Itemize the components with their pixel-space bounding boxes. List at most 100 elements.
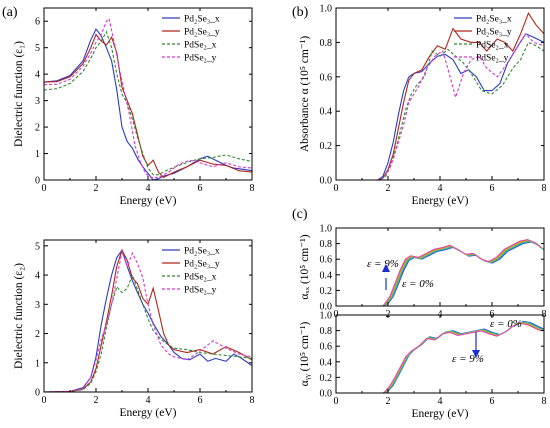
x-axis-label: Energy (eV) <box>412 195 469 207</box>
y-tick-label: 0.4 <box>320 107 333 118</box>
axes-frame <box>335 7 545 181</box>
annotation-c1-top: ε = 9% <box>367 258 399 270</box>
x-tick-label: 0 <box>42 395 47 406</box>
y-tick-label: 0.6 <box>320 72 333 83</box>
strain-curve-9 <box>336 322 542 393</box>
strain-curve-8 <box>336 322 542 393</box>
y-tick-label: 1 <box>35 358 40 369</box>
y-tick-label: 0.0 <box>320 176 333 187</box>
strain-curve-5 <box>336 321 543 393</box>
x-tick-label: 0 <box>334 396 339 407</box>
x-tick-label: 8 <box>250 183 255 194</box>
y-tick-label: 4 <box>35 271 40 282</box>
axes-frame <box>43 239 253 393</box>
series-line-1 <box>336 33 544 180</box>
panel-label-b: (b) <box>292 5 309 20</box>
strain-curve-3 <box>336 321 544 393</box>
y-tick-label: 0 <box>35 176 40 187</box>
series-line-3 <box>44 30 252 176</box>
legend-entry: Pd₂Se₃_x <box>184 15 220 25</box>
strain-curve-7 <box>336 322 543 393</box>
panel-label-a: (a) <box>2 5 18 20</box>
legend-entry: Pd₂Se₃_y <box>184 260 220 270</box>
series-line-3 <box>336 41 544 180</box>
y-tick-label: 2 <box>35 123 40 134</box>
strain-curve-2 <box>336 241 544 306</box>
series-line-2 <box>336 11 544 180</box>
x-tick-label: 8 <box>250 395 255 406</box>
y-tick-label: 3 <box>35 96 40 107</box>
y-axis-label: Dielectric function (ε₁) <box>13 41 25 147</box>
legend-entry: PdSe₂_y <box>476 54 509 64</box>
series-line-2 <box>44 248 252 392</box>
x-tick-label: 0 <box>42 183 47 194</box>
strain-curve-10 <box>336 322 542 393</box>
y-tick-label: 0.6 <box>320 255 333 266</box>
y-tick-label: 1.0 <box>320 311 333 322</box>
x-axis-label: Energy (eV) <box>120 407 177 419</box>
x-axis-label: Energy (eV) <box>412 408 469 420</box>
series-line-4 <box>336 32 544 180</box>
y-tick-label: 0.6 <box>320 342 333 353</box>
y-tick-label: 0 <box>35 388 40 399</box>
y-tick-label: 1.0 <box>320 4 333 15</box>
x-tick-label: 6 <box>490 183 495 194</box>
plot-a-top: 0 2 4 6 8 0 1 2 3 4 5 6 Energy (eV) Dielectric functi… <box>13 7 255 207</box>
y-tick-label: 4 <box>35 70 40 81</box>
plot-b: 0 2 4 6 8 0.0 0.2 0.4 0.6 0.8 1.0 Energy (eV) Absorb… <box>299 4 547 208</box>
legend-entry: Pd₂Se₃_y <box>476 28 512 38</box>
x-tick-label: 6 <box>490 396 495 407</box>
strain-curve-2 <box>336 321 544 393</box>
y-tick-label: 6 <box>35 17 40 28</box>
x-tick-label: 2 <box>386 183 391 194</box>
y-tick-label: 0.4 <box>320 270 333 281</box>
legend-entry: PdSe₂_y <box>184 286 217 296</box>
x-tick-label: 8 <box>542 183 547 194</box>
strain-curve-1 <box>336 320 544 393</box>
y-tick-label: 0.4 <box>320 357 333 368</box>
legend-entry: Pd₂Se₃_x <box>184 247 220 257</box>
legend-entry: Pd₂Se₃_y <box>184 28 220 38</box>
legend-entry: PdSe₂_x <box>184 273 217 283</box>
x-tick-label: 4 <box>438 183 443 194</box>
series-line-4 <box>44 17 252 178</box>
y-tick-label: 0.8 <box>320 38 333 49</box>
strain-curve-6 <box>336 321 543 393</box>
x-tick-label: 6 <box>198 183 203 194</box>
series-line-1 <box>44 248 252 392</box>
axes-frame <box>43 7 253 181</box>
y-tick-label: 0.8 <box>320 326 333 337</box>
y-tick-label: 0.2 <box>320 373 333 384</box>
x-tick-label: 4 <box>438 396 443 407</box>
x-axis-label: Energy (eV) <box>120 195 177 207</box>
y-tick-label: 0.0 <box>320 302 333 313</box>
annotation-c2-bottom: ε = 9% <box>452 353 484 365</box>
y-tick-label: 1 <box>35 149 40 160</box>
series-line-2 <box>44 33 252 179</box>
strain-annotations: ε = 9% ε = 0% ε = 0% ε = 9% <box>367 258 522 365</box>
series-line-1 <box>44 28 252 180</box>
series-line-3 <box>44 273 252 392</box>
panel-label-c: (c) <box>292 207 308 222</box>
y-tick-label: 3 <box>35 300 40 311</box>
series-line-4 <box>44 249 252 392</box>
x-tick-label: 6 <box>198 395 203 406</box>
annotation-c2-top: ε = 0% <box>490 318 522 330</box>
x-tick-label: 2 <box>94 183 99 194</box>
legend-entry: PdSe₂_y <box>184 54 217 64</box>
arrow-c2-head <box>472 350 480 358</box>
y-axis-label: αᵧᵧ (10⁵ cm⁻¹) <box>299 322 311 387</box>
y-tick-label: 5 <box>35 43 40 54</box>
strain-curve-1 <box>336 241 544 306</box>
y-axis-label: Absorbance α (10⁵ cm⁻¹) <box>299 36 311 152</box>
y-tick-label: 0.8 <box>320 239 333 250</box>
plot-c-bottom: 0 2 4 6 8 0.0 0.2 0.4 0.6 0.8 1.0 Energy (eV) αᵧᵧ (1… <box>299 311 547 421</box>
arrow-c1-head <box>382 264 390 272</box>
x-tick-label: 0 <box>334 183 339 194</box>
y-axis-label: Dielectric function (ε₂) <box>13 263 25 369</box>
legend-entry: PdSe₂_x <box>184 41 217 51</box>
y-tick-label: 0.0 <box>320 389 333 400</box>
legend-entry: PdSe₂_x <box>476 41 509 51</box>
